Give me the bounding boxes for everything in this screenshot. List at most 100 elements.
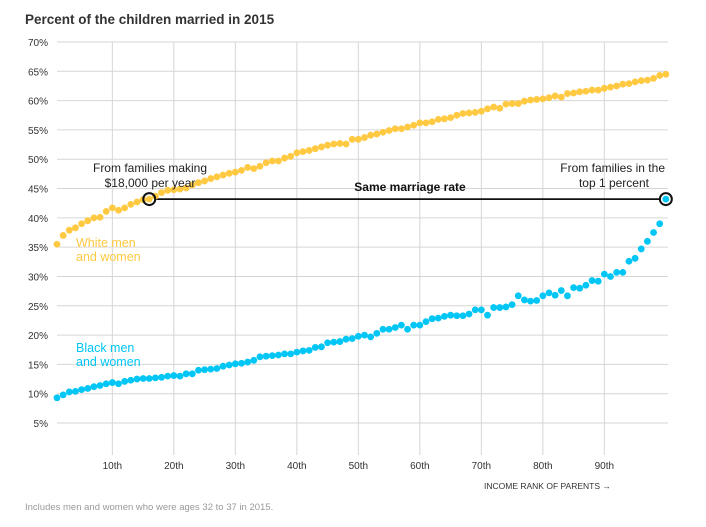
white-series-point bbox=[582, 87, 590, 95]
annotation-left-line1: From families making bbox=[93, 161, 207, 175]
white-series-point bbox=[459, 110, 467, 117]
y-tick-label: 40% bbox=[28, 214, 48, 225]
black-series-point bbox=[262, 352, 270, 360]
white-series-point bbox=[318, 143, 325, 151]
x-tick-label: 10th bbox=[103, 461, 122, 472]
white-series-point bbox=[385, 127, 393, 134]
x-tick-label: 70th bbox=[472, 461, 491, 472]
white-series-point bbox=[127, 200, 135, 208]
white-series-point bbox=[484, 105, 491, 113]
white-series-point bbox=[410, 121, 418, 129]
x-tick-label: 80th bbox=[533, 461, 552, 472]
white-series-point bbox=[637, 77, 645, 85]
black-series-point bbox=[398, 321, 405, 329]
white-series-point bbox=[133, 198, 141, 206]
white-series-point bbox=[53, 240, 61, 248]
black-series-point bbox=[293, 348, 301, 356]
black-series-point bbox=[619, 268, 627, 276]
white-series-point bbox=[342, 140, 350, 148]
black-series-point bbox=[115, 380, 122, 388]
white-series-point bbox=[78, 220, 85, 228]
black-series-point bbox=[422, 318, 430, 326]
black-series-point bbox=[164, 372, 172, 380]
black-series-point bbox=[484, 311, 491, 319]
black-series-point bbox=[195, 366, 202, 374]
white-series-point bbox=[545, 94, 553, 102]
white-series-point bbox=[262, 159, 270, 167]
white-series-point bbox=[644, 76, 651, 84]
white-series-point bbox=[158, 189, 165, 197]
y-tick-label: 20% bbox=[28, 331, 48, 342]
white-series-point bbox=[287, 152, 295, 160]
white-series-point bbox=[533, 96, 541, 103]
white-series-point bbox=[434, 115, 442, 123]
black-series-point bbox=[250, 356, 258, 364]
black-series-point bbox=[521, 296, 528, 304]
black-series-point bbox=[404, 325, 411, 333]
black-series-point bbox=[545, 289, 553, 297]
white-series-point bbox=[625, 80, 633, 88]
black-series-point bbox=[631, 254, 639, 262]
white-series-point bbox=[490, 103, 498, 111]
white-series-point bbox=[72, 224, 79, 232]
white-series-point bbox=[428, 118, 436, 126]
white-series-point bbox=[656, 72, 664, 79]
black-series-point bbox=[219, 362, 227, 370]
white-series-point bbox=[379, 128, 387, 136]
y-tick-label: 5% bbox=[34, 419, 49, 430]
black-series-point bbox=[373, 329, 381, 337]
x-tick-label: 30th bbox=[226, 461, 245, 472]
white-series-point bbox=[404, 123, 411, 131]
series-label-white-line2: and women bbox=[76, 250, 141, 264]
black-series-point bbox=[650, 229, 657, 236]
x-axis-label: INCOME RANK OF PARENTS → bbox=[484, 481, 611, 491]
white-series-point bbox=[514, 100, 522, 107]
white-series-point bbox=[311, 145, 319, 153]
black-series-point bbox=[434, 314, 442, 322]
white-series-point bbox=[453, 111, 461, 119]
black-series-point bbox=[576, 284, 584, 292]
white-series-point bbox=[496, 104, 504, 112]
white-series-point bbox=[521, 97, 528, 105]
white-series-point bbox=[557, 93, 565, 101]
black-series-point bbox=[139, 375, 147, 382]
y-tick-label: 30% bbox=[28, 272, 48, 283]
black-series-point bbox=[145, 375, 153, 382]
annotation-same-rate: Same marriage rate bbox=[354, 180, 466, 194]
black-series-point bbox=[256, 353, 264, 361]
annotation-left-line2: $18,000 per year bbox=[105, 176, 196, 190]
y-tick-label: 15% bbox=[28, 360, 48, 371]
white-series-point bbox=[477, 107, 485, 115]
black-series-point bbox=[416, 321, 424, 329]
black-series-point bbox=[490, 304, 498, 311]
white-series-point bbox=[195, 179, 202, 187]
y-tick-label: 55% bbox=[28, 126, 48, 137]
white-series-point bbox=[145, 195, 153, 203]
black-series-point bbox=[281, 350, 288, 358]
black-series-point bbox=[391, 324, 399, 331]
white-series-point bbox=[102, 208, 110, 215]
black-series-point bbox=[477, 306, 485, 314]
black-series-point bbox=[588, 277, 596, 284]
black-series-point bbox=[330, 338, 338, 346]
white-series-point bbox=[96, 213, 104, 221]
highlight-circle-right bbox=[658, 192, 673, 207]
black-series-point bbox=[201, 366, 209, 374]
chart-title: Percent of the children married in 2015 bbox=[25, 12, 275, 27]
white-series-point bbox=[600, 84, 608, 92]
black-series-point bbox=[607, 273, 614, 280]
white-series-point bbox=[588, 86, 596, 94]
black-series-point bbox=[96, 382, 104, 389]
white-series-point bbox=[170, 186, 178, 194]
black-series-point bbox=[508, 301, 516, 309]
white-series-point bbox=[256, 162, 264, 170]
black-series-point bbox=[207, 365, 215, 373]
black-series-point bbox=[336, 338, 344, 345]
black-series-point bbox=[644, 237, 651, 245]
white-series-point bbox=[115, 206, 122, 214]
white-series-point bbox=[330, 140, 338, 148]
x-tick-label: 90th bbox=[595, 461, 614, 472]
series-label-white-line1: White men bbox=[76, 236, 136, 250]
x-tick-label: 50th bbox=[349, 461, 368, 472]
